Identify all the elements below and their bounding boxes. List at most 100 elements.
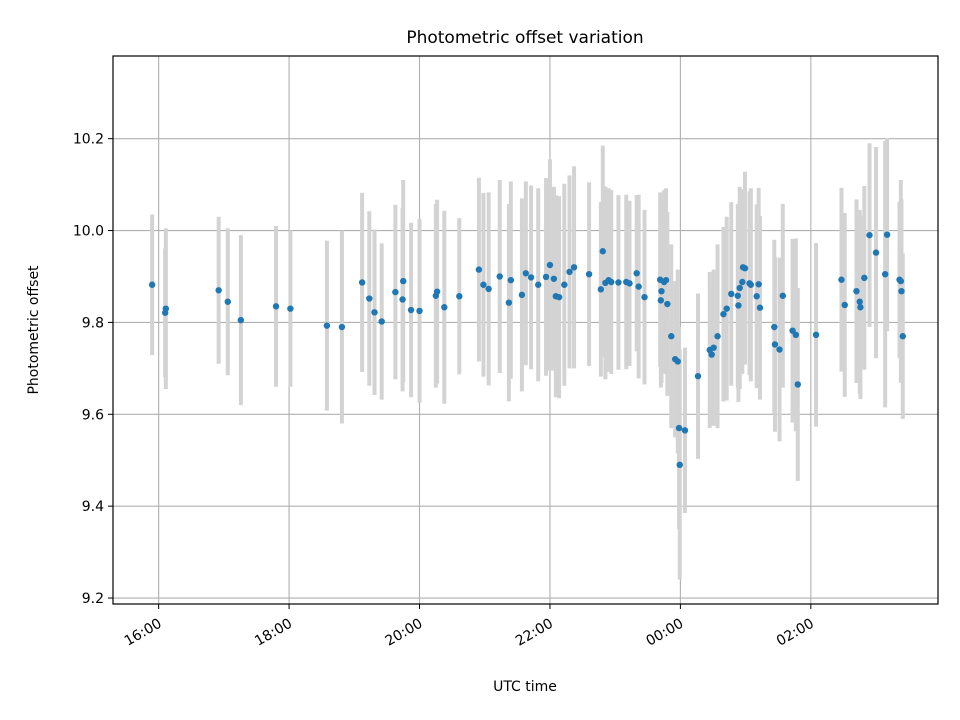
data-point <box>755 281 762 288</box>
data-point <box>657 297 665 304</box>
data-point <box>779 292 786 299</box>
data-point <box>658 287 665 295</box>
x-tick-label: 20:00 <box>383 616 426 650</box>
error-bars <box>150 138 905 580</box>
data-point <box>857 304 864 311</box>
data-point <box>714 333 721 340</box>
x-tick-label: 02:00 <box>774 616 817 650</box>
data-point <box>771 323 778 331</box>
y-tick-label: 9.2 <box>82 591 104 607</box>
data-point <box>237 316 245 324</box>
y-axis-ticks: 9.2 9.4 9.6 9.8 10.0 10.2 <box>73 132 113 607</box>
data-point <box>708 351 715 358</box>
data-point <box>407 306 415 314</box>
data-point <box>641 293 648 301</box>
data-point <box>496 273 503 280</box>
data-point <box>883 231 891 238</box>
data-point <box>841 301 848 309</box>
data-point <box>734 292 741 299</box>
data-point <box>838 276 845 283</box>
data-point <box>741 265 749 272</box>
data-point <box>728 290 735 298</box>
data-point <box>378 318 385 325</box>
data-point <box>668 333 675 340</box>
data-point <box>792 331 800 339</box>
data-point <box>881 270 889 278</box>
y-tick-label: 9.6 <box>82 407 104 423</box>
data-point <box>897 277 905 285</box>
x-tick-label: 16:00 <box>122 616 165 650</box>
data-point <box>898 287 905 295</box>
data-point <box>597 286 605 293</box>
data-point <box>720 310 727 318</box>
data-point <box>566 268 573 276</box>
data-point <box>812 331 820 339</box>
data-point <box>626 280 633 287</box>
data-point <box>456 293 463 300</box>
data-point <box>441 304 448 311</box>
data-point <box>400 277 407 285</box>
x-tick-label: 18:00 <box>252 616 295 650</box>
data-point <box>753 293 760 300</box>
data-point <box>872 249 880 256</box>
data-point <box>615 279 622 286</box>
y-axis-label: Photometric offset <box>26 265 42 395</box>
data-point <box>756 304 764 311</box>
y-tick-label: 10.0 <box>73 224 104 240</box>
data-point <box>475 266 483 273</box>
data-point <box>635 283 642 290</box>
data-point <box>550 275 558 282</box>
data-point <box>480 281 487 288</box>
data-point <box>856 298 863 305</box>
data-point <box>507 276 515 284</box>
data-point <box>747 281 755 288</box>
data-point <box>392 288 399 296</box>
data-point <box>776 346 783 353</box>
data-points <box>148 231 906 469</box>
data-point <box>723 305 730 312</box>
x-tick-label: 00:00 <box>643 616 686 650</box>
data-point <box>676 461 683 469</box>
data-point <box>866 231 873 239</box>
data-point <box>599 248 606 255</box>
data-point <box>664 300 671 308</box>
data-point <box>555 293 563 301</box>
data-point <box>853 287 860 295</box>
x-tick-label: 22:00 <box>513 616 556 650</box>
data-point <box>433 288 441 295</box>
data-point <box>675 424 683 432</box>
data-point <box>148 281 156 288</box>
data-point <box>771 341 779 348</box>
y-tick-label: 9.8 <box>82 315 104 331</box>
data-point <box>272 303 280 310</box>
data-point <box>535 281 542 288</box>
data-point <box>561 281 568 288</box>
data-point <box>710 344 717 351</box>
x-axis-label: UTC time <box>493 679 557 695</box>
y-tick-label: 9.4 <box>82 499 104 515</box>
data-point <box>323 322 331 329</box>
data-point <box>522 270 530 277</box>
data-point <box>736 284 743 292</box>
data-point <box>224 298 231 305</box>
data-point <box>899 333 906 340</box>
data-point <box>681 427 689 434</box>
data-point <box>735 302 742 309</box>
data-point <box>542 273 550 281</box>
data-point <box>366 295 373 302</box>
data-point <box>861 274 868 282</box>
data-point <box>739 278 746 286</box>
data-point <box>585 270 593 278</box>
data-point <box>371 309 378 316</box>
data-point <box>485 285 492 293</box>
data-point <box>505 299 513 306</box>
data-point <box>287 305 294 312</box>
data-point <box>694 372 702 380</box>
data-point <box>662 276 670 284</box>
data-point <box>162 305 170 312</box>
plot-frame <box>112 55 939 605</box>
data-point <box>358 279 366 286</box>
x-axis-ticks: 16:00 18:00 20:00 22:00 00:00 02:00 <box>122 604 817 650</box>
data-point <box>338 323 346 331</box>
data-point <box>570 264 578 271</box>
